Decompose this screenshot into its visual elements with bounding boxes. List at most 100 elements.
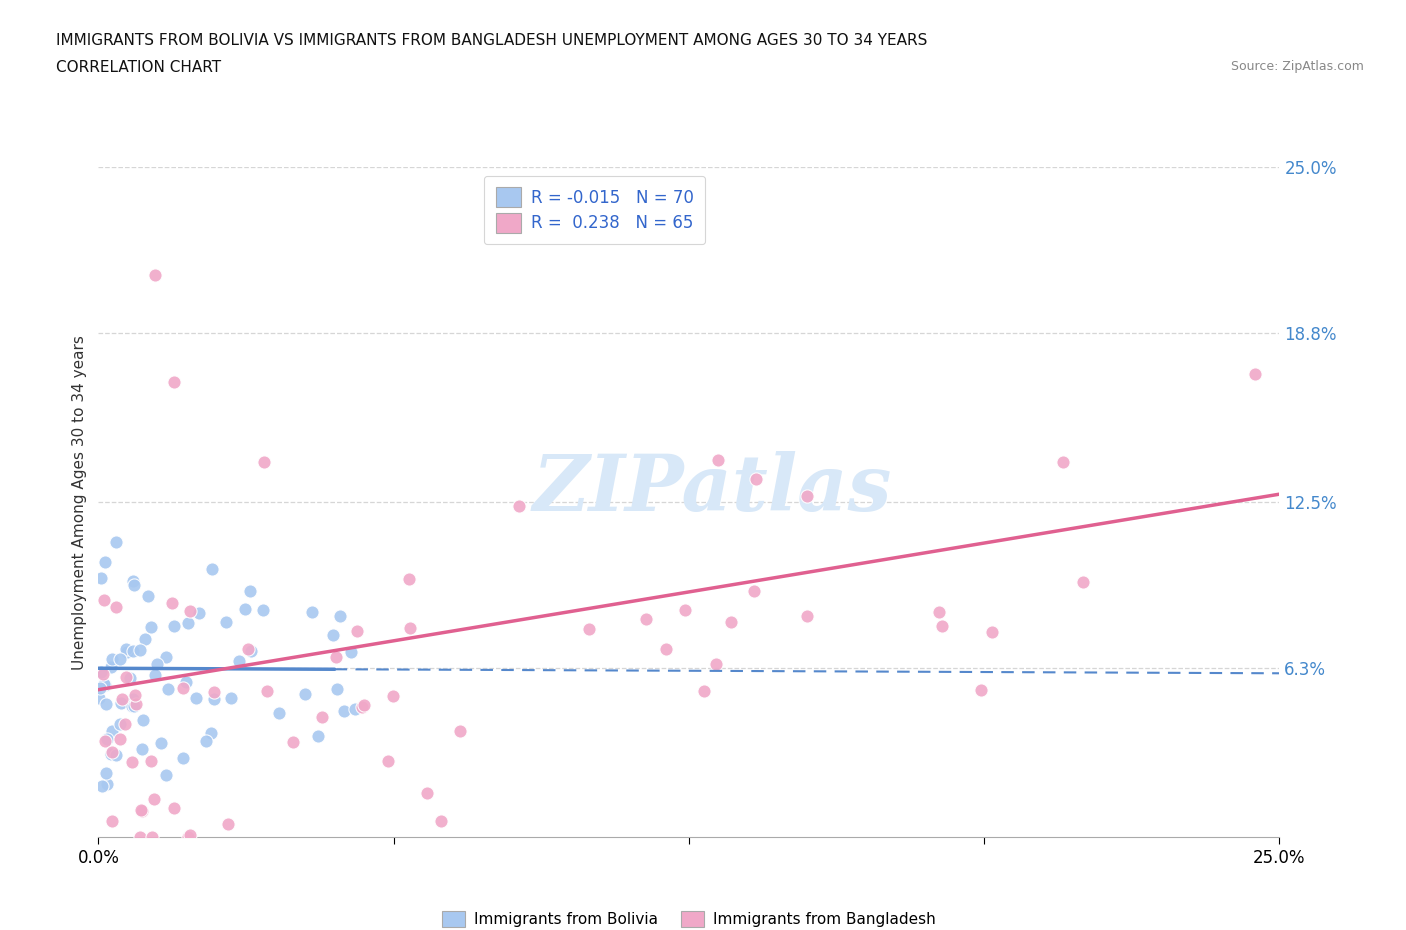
Point [122,699,145,714]
Point [202,692,225,707]
Point [253,455,276,470]
Text: Source: ZipAtlas.com: Source: ZipAtlas.com [1230,60,1364,73]
Y-axis label: Unemployment Among Ages 30 to 34 years: Unemployment Among Ages 30 to 34 years [72,335,87,670]
Point [143,267,166,282]
Point [195,734,218,749]
Point [131,804,153,818]
Point [115,645,138,660]
Point [252,603,274,618]
Point [720,615,742,630]
Point [122,574,145,589]
Point [93,677,115,692]
Point [333,703,356,718]
Point [398,572,420,587]
Text: CORRELATION CHART: CORRELATION CHART [56,60,221,75]
Point [149,736,172,751]
Point [177,616,200,631]
Point [94,765,117,780]
Point [281,735,304,750]
Point [105,599,128,614]
Point [101,724,124,738]
Point [121,698,143,713]
Point [399,621,422,636]
Point [90,664,112,679]
Point [294,686,316,701]
Point [179,828,201,843]
Point [745,472,768,486]
Point [256,684,278,698]
Point [131,742,153,757]
Point [129,830,152,844]
Point [89,681,111,696]
Point [325,649,347,664]
Point [636,612,658,627]
Point [201,562,224,577]
Point [101,814,124,829]
Point [179,604,201,618]
Point [228,654,250,669]
Point [174,674,197,689]
Point [155,767,177,782]
Point [142,792,165,807]
Point [90,570,112,585]
Point [675,603,697,618]
Point [239,584,262,599]
Point [742,583,765,598]
Point [377,753,399,768]
Point [233,601,256,616]
Point [508,498,530,513]
Point [217,817,239,831]
Point [307,729,329,744]
Point [172,751,194,765]
Point [120,671,142,685]
Point [104,748,127,763]
Point [184,691,207,706]
Point [578,621,600,636]
Point [155,649,177,664]
Point [796,488,818,503]
Point [219,691,242,706]
Point [111,691,134,706]
Point [301,604,323,619]
Point [110,652,132,667]
Point [430,814,453,829]
Point [382,688,405,703]
Point [346,624,368,639]
Point [125,697,148,711]
Point [352,699,374,714]
Point [94,677,117,692]
Point [139,620,162,635]
Point [928,604,950,619]
Point [93,593,115,608]
Point [416,786,439,801]
Point [94,734,117,749]
Point [101,745,124,760]
Point [132,713,155,728]
Point [114,717,136,732]
Point [655,641,678,656]
Point [326,682,349,697]
Point [202,684,225,699]
Point [267,706,290,721]
Point [163,618,186,633]
Point [340,644,363,659]
Point [124,687,146,702]
Point [91,667,114,682]
Point [134,631,156,646]
Point [100,659,122,674]
Point [449,724,471,738]
Point [108,717,131,732]
Legend: Immigrants from Bolivia, Immigrants from Bangladesh: Immigrants from Bolivia, Immigrants from… [436,905,942,930]
Point [141,753,163,768]
Point [200,725,222,740]
Point [931,618,953,633]
Point [311,710,333,724]
Point [145,657,167,671]
Point [100,747,122,762]
Point [101,651,124,666]
Point [136,589,159,604]
Point [692,684,714,698]
Point [96,731,118,746]
Point [122,691,145,706]
Point [215,615,238,630]
